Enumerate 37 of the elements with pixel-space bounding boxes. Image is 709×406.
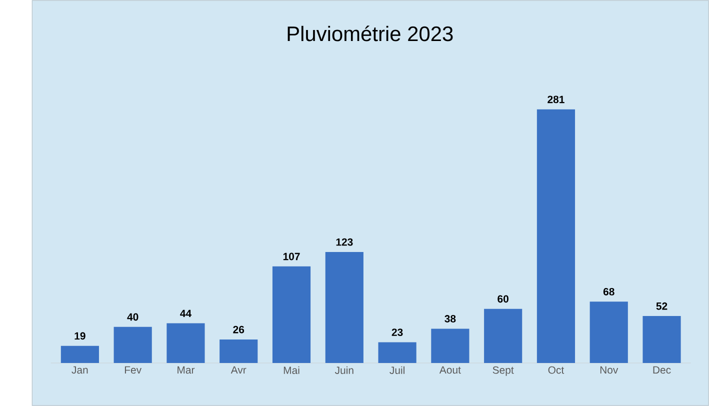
data-label: 281 [548,96,564,104]
bar [484,308,522,363]
bar [60,346,99,363]
x-tick-label: Aout [439,366,461,374]
data-label: 38 [444,315,456,322]
bar [431,328,470,363]
x-tick-label: Jan [72,366,88,374]
data-label: 23 [392,328,403,336]
bar [325,252,364,363]
x-tick-label: Nov [600,366,618,374]
bar [642,316,681,363]
x-tick-label: Avr [230,366,246,374]
data-label: 68 [603,288,614,296]
data-label: 52 [656,302,668,310]
x-tick-label: Dec [653,366,671,374]
bar [272,266,311,363]
x-tick-label: Juin [334,366,354,374]
x-tick-label: Oct [548,366,564,374]
data-label: 26 [233,326,244,334]
x-tick-label: Mai [284,366,300,374]
bar [166,323,205,363]
chart-title: Pluviométrie 2023 [288,26,453,42]
x-tick-label: Fev [124,366,142,374]
bar [220,340,258,363]
x-tick-label: Sept [492,366,514,376]
bar [590,302,628,363]
data-label: 123 [336,238,353,246]
bar [114,326,152,363]
data-label: 19 [74,332,86,340]
data-label: 107 [283,252,300,260]
data-label: 60 [498,295,508,303]
bar [536,109,576,363]
data-label: 40 [127,313,138,321]
data-label: 44 [180,310,192,318]
x-tick-label: Juil [390,366,404,374]
bar [378,342,416,363]
x-tick-label: Mar [178,366,195,374]
